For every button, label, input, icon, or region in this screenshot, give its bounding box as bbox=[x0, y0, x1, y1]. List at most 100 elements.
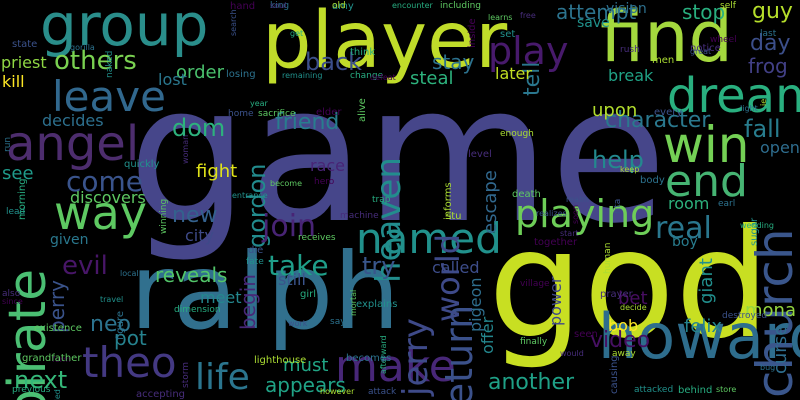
word-given: given bbox=[50, 232, 89, 248]
small-word: storm bbox=[181, 361, 191, 388]
word-video: video bbox=[590, 328, 651, 353]
word-try: try bbox=[362, 252, 396, 280]
word-priest: priest bbox=[1, 53, 47, 72]
small-word: decide bbox=[620, 303, 647, 312]
small-word: winning bbox=[159, 198, 169, 234]
word-felix: felix bbox=[684, 316, 723, 337]
small-word: inside bbox=[467, 18, 478, 48]
small-word: destroyed bbox=[722, 311, 768, 321]
word-dom: dom bbox=[172, 114, 226, 142]
word-make: make bbox=[335, 341, 456, 392]
small-word: finally bbox=[520, 337, 548, 347]
word-leave: leave bbox=[52, 72, 166, 121]
small-word: self bbox=[720, 1, 736, 11]
word-kill: kill bbox=[2, 72, 25, 91]
word-way: way bbox=[54, 186, 148, 240]
small-word: seen bbox=[574, 329, 598, 340]
small-word: prayer bbox=[600, 289, 633, 300]
word-end: end bbox=[665, 156, 748, 207]
small-word: trap bbox=[372, 195, 391, 205]
word-guy: guy bbox=[752, 0, 793, 24]
word-evil: evil bbox=[62, 251, 108, 281]
small-word: keep bbox=[620, 165, 640, 174]
word-appears: appears bbox=[265, 373, 346, 397]
small-word: state bbox=[12, 39, 38, 50]
word-find: find bbox=[600, 0, 733, 78]
word-god: god bbox=[488, 198, 771, 372]
word-new: new bbox=[172, 203, 218, 228]
word-stop: stop bbox=[682, 0, 726, 24]
small-word: every bbox=[654, 107, 683, 118]
small-word: rush bbox=[620, 45, 640, 55]
word-back: back bbox=[305, 48, 363, 76]
word-real: real bbox=[655, 211, 712, 246]
word-room: room bbox=[668, 194, 710, 213]
small-word: search bbox=[229, 9, 238, 36]
small-word: get bbox=[290, 29, 304, 38]
small-word: encounter bbox=[392, 1, 433, 10]
small-word: existence bbox=[34, 323, 82, 334]
word-still: still bbox=[278, 270, 306, 289]
word-theo: theo bbox=[82, 338, 177, 387]
small-word: free bbox=[520, 11, 536, 20]
small-word: gorilla bbox=[70, 43, 95, 52]
small-word: bug bbox=[760, 363, 776, 372]
word-steal: steal bbox=[410, 68, 454, 89]
small-word: rita bbox=[613, 198, 623, 214]
word-ralph: ralph bbox=[130, 231, 400, 353]
small-word: accepting bbox=[136, 389, 186, 400]
small-word: previous bbox=[12, 385, 51, 395]
word-character: character bbox=[605, 108, 711, 133]
word-dream: dream bbox=[667, 68, 800, 124]
small-word: entrance bbox=[232, 191, 268, 200]
small-word: grandfather bbox=[22, 353, 82, 364]
word-pigeon: pigeon bbox=[466, 277, 485, 332]
small-word: soul bbox=[270, 1, 287, 10]
small-word: attack bbox=[368, 387, 397, 397]
small-word: become bbox=[270, 179, 303, 188]
small-word: morning bbox=[17, 178, 28, 220]
small-word: figure bbox=[115, 310, 126, 340]
small-word: naked bbox=[105, 50, 115, 78]
small-word: lead bbox=[6, 207, 26, 217]
small-word: men bbox=[652, 55, 675, 66]
small-word: say bbox=[330, 317, 346, 327]
small-word: great bbox=[690, 47, 712, 56]
word-vision: vision bbox=[606, 1, 647, 17]
word-later: later bbox=[495, 64, 532, 83]
word-attempt: attempt bbox=[556, 0, 637, 24]
small-word: work bbox=[288, 319, 308, 328]
small-word: run bbox=[3, 136, 13, 152]
small-word: local bbox=[120, 269, 139, 278]
small-word: change bbox=[350, 71, 384, 81]
word-play: play bbox=[488, 29, 569, 73]
small-word: year bbox=[250, 99, 268, 108]
word-bet: bet bbox=[618, 288, 648, 309]
small-word: earl bbox=[718, 199, 736, 209]
small-word: body bbox=[640, 175, 665, 186]
word-see: see bbox=[2, 163, 34, 184]
small-word: form bbox=[52, 355, 71, 364]
small-word: realm bbox=[566, 195, 589, 204]
word-playing: playing bbox=[515, 192, 655, 236]
word-break: break bbox=[608, 66, 654, 85]
word-mona: mona bbox=[745, 300, 796, 321]
small-word: soon bbox=[571, 204, 580, 224]
small-word: store bbox=[716, 385, 737, 394]
small-word: sacrifice bbox=[258, 109, 296, 119]
word-group: group bbox=[40, 0, 209, 59]
word-open: open bbox=[760, 138, 800, 157]
small-word: revealed bbox=[53, 389, 62, 400]
small-word: last bbox=[760, 29, 777, 39]
word-city: city bbox=[185, 226, 214, 245]
small-word: quickly bbox=[124, 159, 160, 170]
word-called: called bbox=[432, 258, 480, 277]
word-upon: upon bbox=[592, 100, 638, 121]
word-win: win bbox=[663, 116, 750, 174]
word-boy: boy bbox=[672, 234, 698, 250]
small-word: girl bbox=[300, 289, 317, 300]
word-discovers: discovers bbox=[70, 188, 146, 207]
small-word: would bbox=[560, 349, 584, 358]
small-word: causing bbox=[609, 355, 620, 394]
small-word: learns bbox=[488, 13, 513, 22]
